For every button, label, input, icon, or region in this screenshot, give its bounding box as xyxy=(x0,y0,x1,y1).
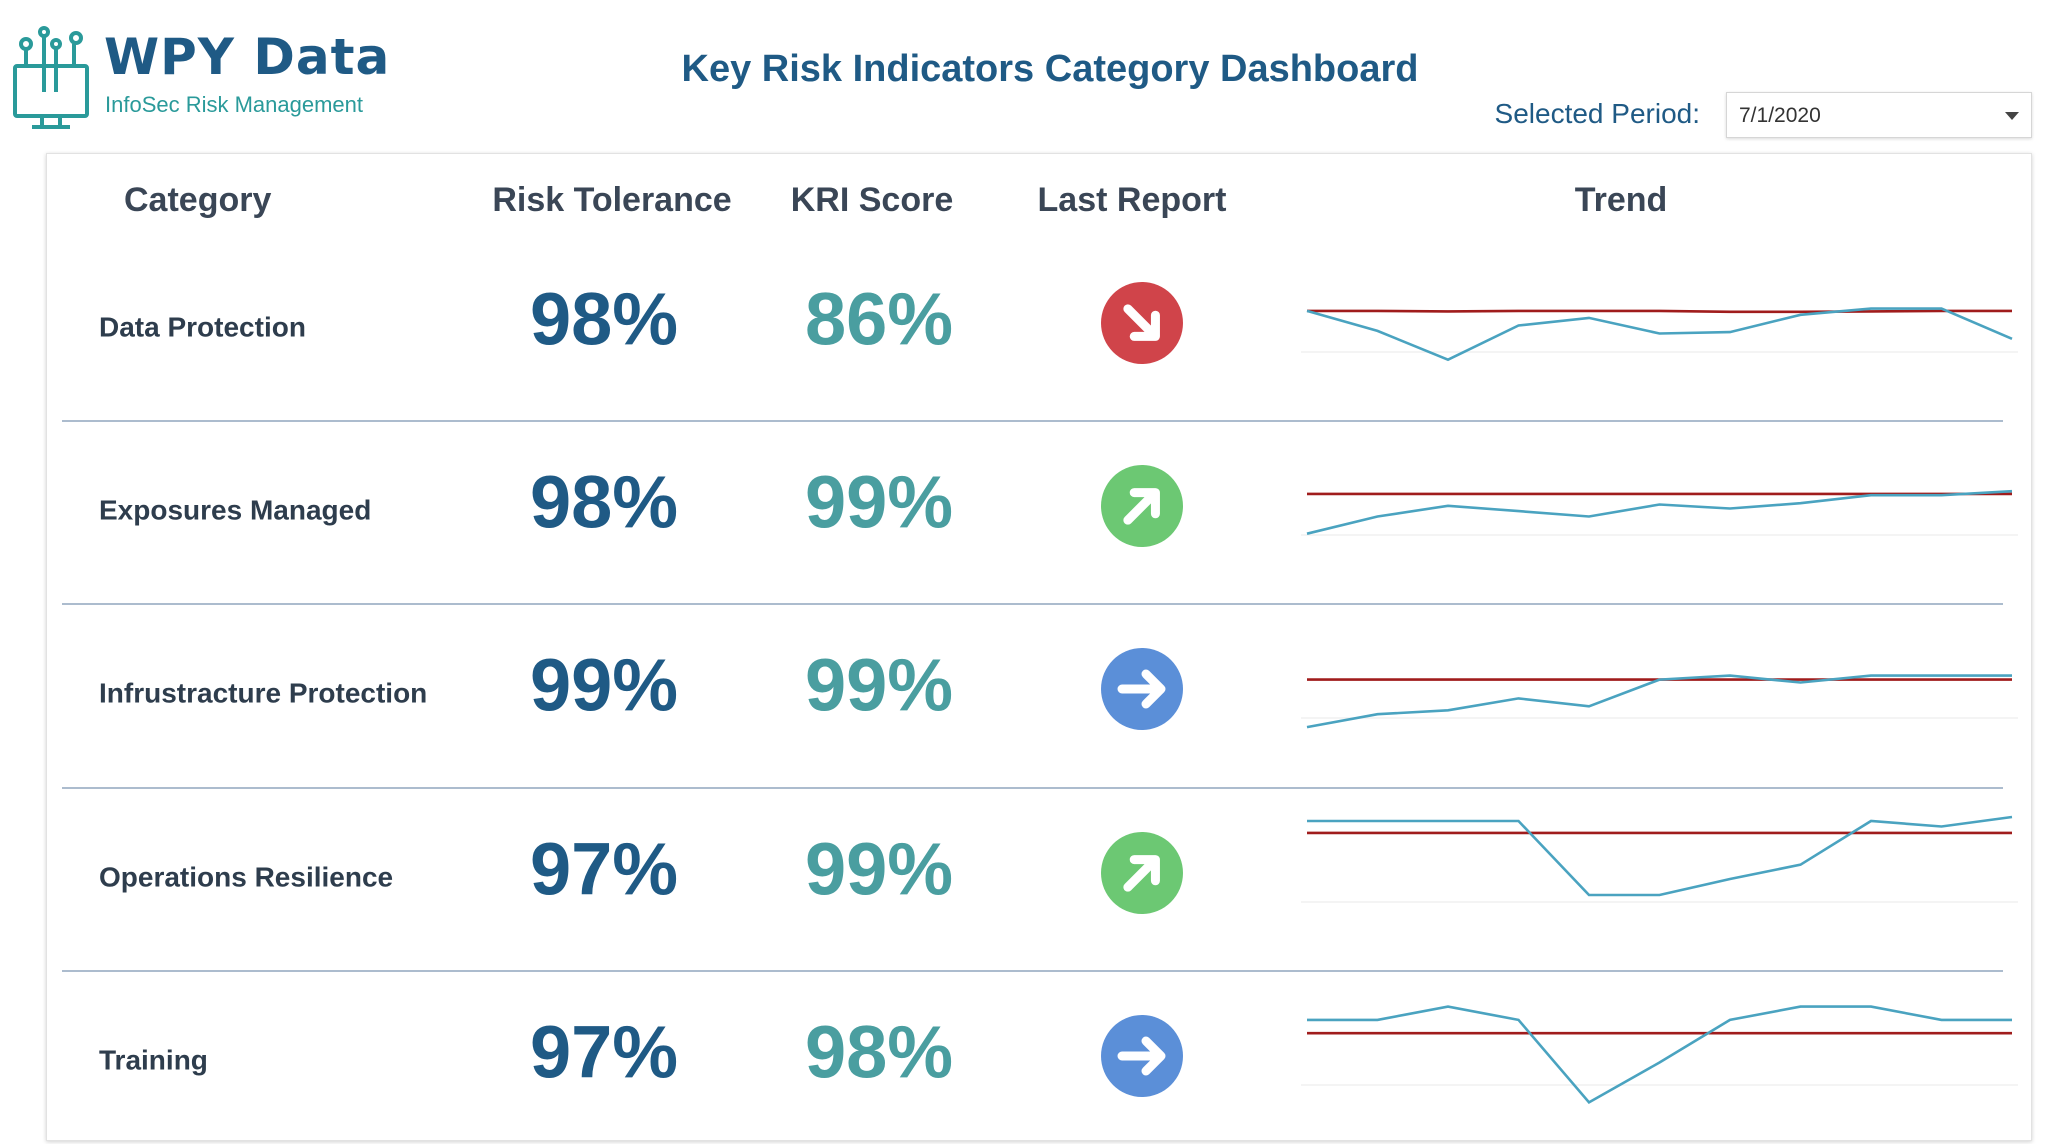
column-header: Trend xyxy=(1575,181,1668,219)
last-report-icon xyxy=(1101,832,1183,914)
logo-subtitle: InfoSec Risk Management xyxy=(105,92,364,117)
category-label: Data Protection xyxy=(99,311,306,342)
column-header: Risk Tolerance xyxy=(492,181,731,219)
last-report-icon xyxy=(1101,282,1183,364)
risk-tolerance: 98% xyxy=(530,278,678,361)
kri-score: 98% xyxy=(805,1011,953,1094)
risk-tolerance: 98% xyxy=(530,461,678,544)
kri-score: 99% xyxy=(805,461,953,544)
category-label: Operations Resilience xyxy=(99,861,393,892)
kri-score: 99% xyxy=(805,828,953,911)
last-report-arrow xyxy=(1123,304,1160,341)
last-report-arrow xyxy=(1117,669,1166,709)
last-report-arrow xyxy=(1123,488,1160,525)
category-label: Infrustracture Protection xyxy=(99,677,427,708)
period-label: Selected Period: xyxy=(1494,98,1700,129)
risk-tolerance: 97% xyxy=(530,1011,678,1094)
last-report-icon xyxy=(1101,1015,1183,1097)
period-dropdown[interactable]: 7/1/2020 xyxy=(1726,92,2032,138)
trend-line xyxy=(1306,307,2013,362)
trend-line xyxy=(1306,489,2013,535)
logo-icon xyxy=(13,26,89,129)
risk-tolerance: 97% xyxy=(530,828,678,911)
kri-table: Category Risk Tolerance KRI Score Last Repo… xyxy=(62,181,2018,1105)
kri-score: 99% xyxy=(805,644,953,727)
category-label: Training xyxy=(99,1044,208,1075)
last-report-arrow xyxy=(1117,1036,1166,1076)
trend-line xyxy=(1307,815,2013,897)
category-label: Exposures Managed xyxy=(99,494,371,525)
trend-threshold-line xyxy=(1307,309,2012,314)
column-header: KRI Score xyxy=(791,181,954,219)
dashboard-title: Key Risk Indicators Category Dashboard xyxy=(681,48,1419,90)
dropdown-caret[interactable] xyxy=(2005,112,2019,120)
column-header: Last Report xyxy=(1038,181,1227,219)
risk-tolerance: 99% xyxy=(530,644,678,727)
period-value[interactable]: 7/1/2020 xyxy=(1739,104,1821,127)
last-report-icon xyxy=(1101,648,1183,730)
last-report-icon xyxy=(1101,465,1183,547)
column-header: Category xyxy=(124,181,271,219)
last-report-arrow xyxy=(1123,855,1160,892)
kri-score: 86% xyxy=(805,278,953,361)
trend-line xyxy=(1306,674,2012,729)
trend-line xyxy=(1307,1005,2012,1105)
logo-title: WPY Data xyxy=(104,28,391,86)
kri-card: Category Risk Tolerance KRI Score Last Repo… xyxy=(46,153,2032,1141)
